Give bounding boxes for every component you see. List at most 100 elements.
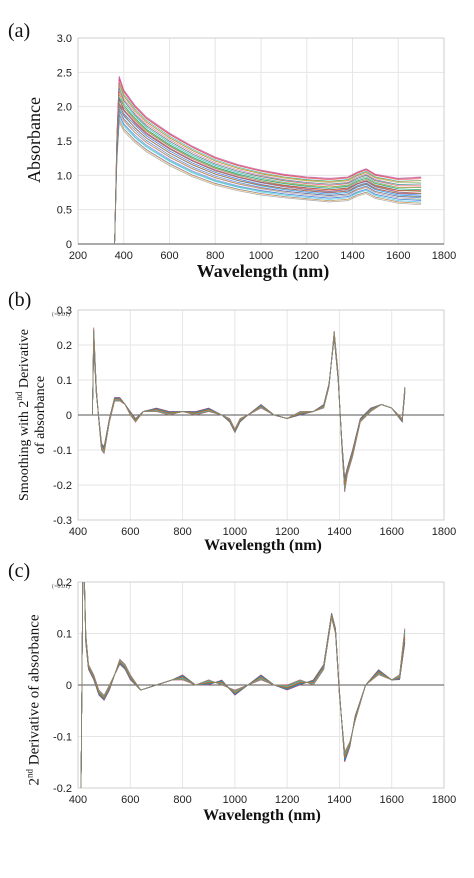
spectrum-line: [114, 82, 422, 244]
spectrum-line: [92, 330, 406, 490]
spectrum-line: [114, 107, 422, 244]
panel-c-scale-note: (×0.01): [52, 584, 70, 590]
spectrum-line: [92, 337, 406, 480]
panel-c-label: (c): [8, 560, 31, 582]
x-tick-label: 1800: [432, 794, 456, 806]
x-tick-label: 1000: [249, 250, 273, 262]
spectrum-line: [92, 336, 406, 482]
spectrum-line: [92, 335, 406, 484]
x-tick-label: 600: [121, 794, 139, 806]
panel-b-label: (b): [8, 289, 32, 311]
x-tick-label: 1600: [379, 526, 403, 538]
x-tick-label: 600: [121, 526, 139, 538]
spectrum-line: [92, 331, 406, 489]
y-tick-label: 0.3: [57, 305, 72, 317]
x-tick-label: 1200: [295, 250, 319, 262]
spectrum-line: [92, 327, 406, 492]
spectrum-line: [92, 337, 406, 479]
spectrum-line: [114, 118, 422, 244]
x-tick-label: 400: [69, 794, 87, 806]
spectrum-line: [114, 95, 422, 244]
spectrum-line: [92, 336, 406, 481]
spectrum-line: [114, 112, 422, 244]
spectrum-line: [114, 92, 422, 244]
y-tick-label: -0.2: [53, 480, 72, 492]
spectrum-line: [114, 116, 422, 244]
spectrum-line: [92, 332, 406, 489]
spectrum-line: [114, 84, 422, 244]
y-tick-label: -0.3: [53, 515, 72, 527]
spectrum-line: [92, 337, 406, 479]
y-tick-label: 0: [66, 410, 72, 422]
spectrum-line: [114, 77, 422, 244]
spectrum-line: [92, 330, 406, 490]
x-tick-label: 400: [115, 250, 133, 262]
x-tick-label: 600: [160, 250, 178, 262]
spectrum-line: [114, 92, 422, 244]
y-tick-label: 0.1: [57, 375, 72, 387]
x-tick-label: 1400: [340, 250, 364, 262]
spectrum-line: [114, 87, 422, 244]
spectrum-line: [92, 333, 406, 487]
spectrum-line: [92, 335, 406, 483]
spectrum-line: [92, 337, 406, 480]
spectrum-line: [92, 334, 406, 485]
spectrum-line: [92, 335, 406, 484]
y-tick-label: -0.1: [53, 732, 72, 744]
spectrum-line: [92, 336, 406, 482]
spectrum-line: [114, 81, 422, 244]
x-tick-label: 1800: [432, 526, 456, 538]
y-tick-label: 0.5: [57, 205, 72, 217]
spectrum-line: [114, 103, 422, 244]
x-tick-label: 1000: [223, 794, 247, 806]
y-tick-label: 2.0: [57, 102, 72, 114]
panel-a-label: (a): [8, 20, 31, 42]
x-tick-label: 1600: [386, 250, 410, 262]
spectrum-line: [92, 333, 406, 488]
spectrum-line: [92, 334, 406, 486]
spectrum-line: [114, 105, 422, 244]
spectrum-line: [114, 90, 422, 244]
y-tick-label: 1.5: [57, 136, 72, 148]
spectrum-line: [114, 109, 422, 244]
y-tick-label: 1.0: [57, 170, 72, 182]
x-tick-label: 800: [173, 526, 191, 538]
spectrum-line: [92, 333, 406, 487]
spectrum-line: [92, 335, 406, 483]
x-tick-label: 1400: [327, 794, 351, 806]
x-tick-label: 1400: [327, 526, 351, 538]
y-tick-label: -0.1: [53, 445, 72, 457]
spectrum-line: [114, 121, 422, 244]
y-tick-label: 2.5: [57, 67, 72, 79]
x-tick-label: 1800: [432, 250, 456, 262]
spectrum-line: [114, 114, 422, 244]
x-tick-label: 1600: [379, 794, 403, 806]
x-tick-label: 800: [206, 250, 224, 262]
spectrum-line: [80, 582, 406, 788]
spectrum-line: [92, 334, 406, 486]
spectrum-line: [92, 329, 406, 491]
spectrum-line: [92, 335, 406, 484]
spectrum-line: [92, 336, 406, 481]
spectrum-line: [92, 329, 406, 491]
x-tick-label: 200: [69, 250, 87, 262]
panel-b-scale-note: (×0.01): [52, 312, 70, 318]
spectrum-line: [92, 337, 406, 480]
x-tick-label: 800: [173, 794, 191, 806]
y-tick-label: -0.2: [53, 783, 72, 795]
spectrum-line: [114, 98, 422, 244]
spectrum-line: [114, 109, 422, 244]
spectrum-line: [92, 331, 406, 489]
panel-a-xlabel: Wavelength (nm): [196, 261, 330, 281]
spectrum-line: [114, 87, 422, 244]
y-tick-label: 0.2: [57, 340, 72, 352]
y-tick-label: 0.2: [57, 577, 72, 589]
y-tick-label: 0: [66, 680, 72, 692]
panel-b-xlabel: Wavelength (nm): [204, 537, 322, 554]
spectrum-line: [92, 328, 406, 492]
spectrum-line: [114, 118, 422, 244]
spectrum-line: [92, 337, 406, 480]
spectrum-line: [114, 75, 422, 244]
x-tick-label: 400: [69, 526, 87, 538]
